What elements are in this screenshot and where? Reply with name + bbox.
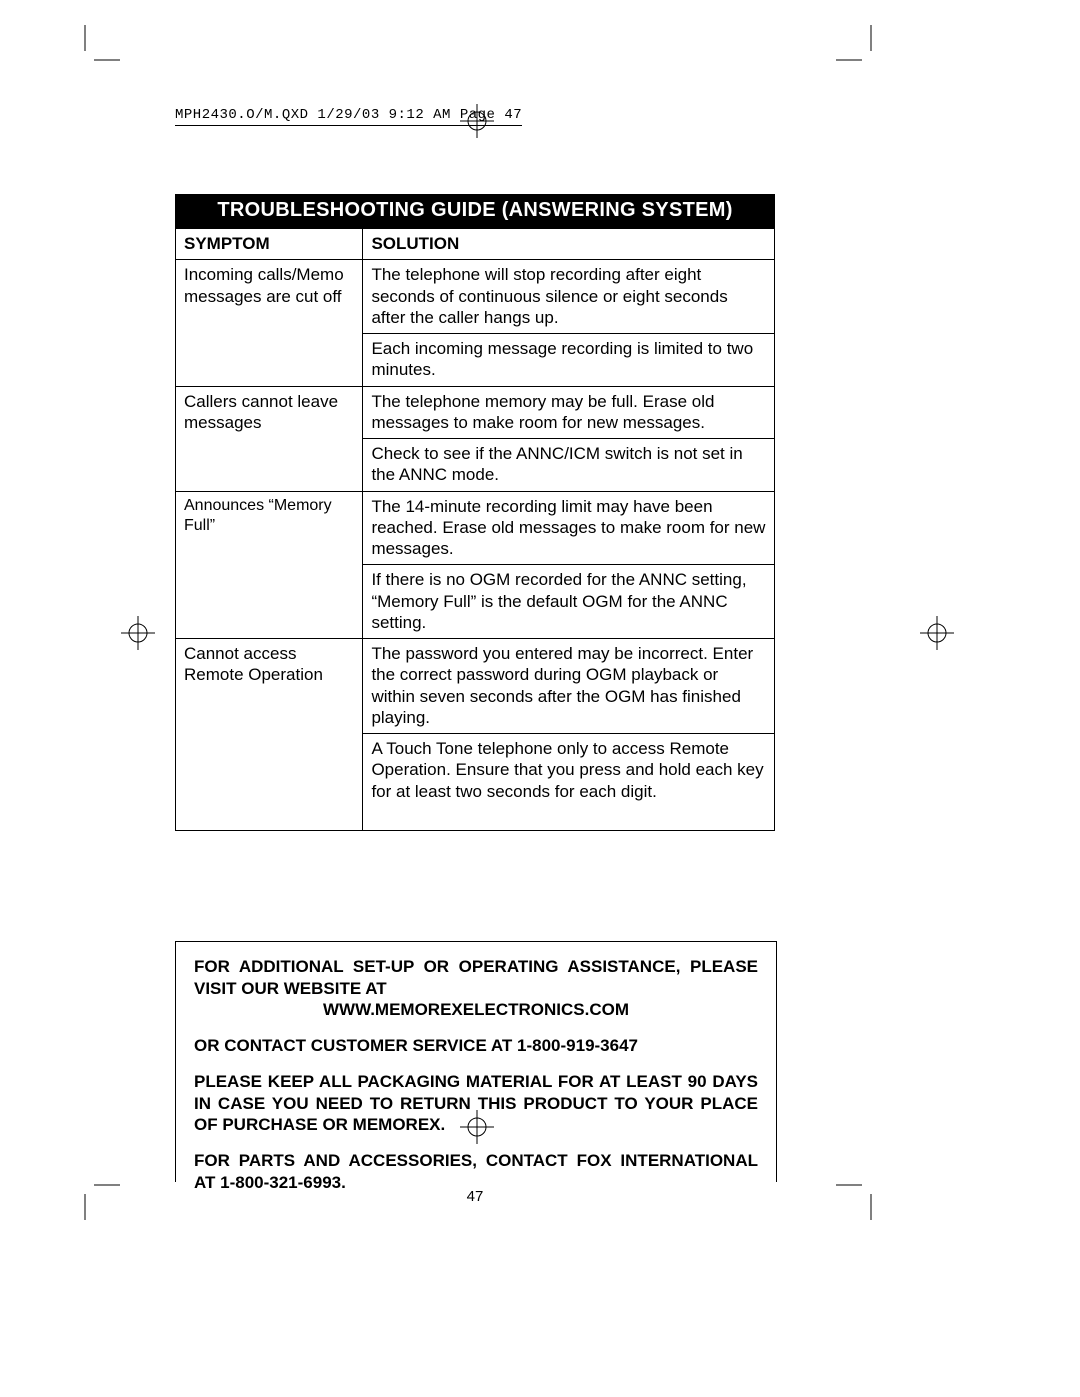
troubleshooting-table: SYMPTOM SOLUTION Incoming calls/Memo mes…	[175, 228, 775, 831]
table-row: Incoming calls/Memo messages are cut off…	[176, 260, 775, 334]
solution-cell: The telephone will stop recording after …	[363, 260, 775, 334]
solution-cell: If there is no OGM recorded for the ANNC…	[363, 565, 775, 639]
solution-cell: The password you entered may be incorrec…	[363, 639, 775, 734]
info-line: PLEASE KEEP ALL PACKAGING MATERIAL FOR A…	[194, 1071, 758, 1136]
solution-cell: Each incoming message recording is limit…	[363, 334, 775, 387]
table-header-row: SYMPTOM SOLUTION	[176, 229, 775, 260]
solution-cell: Check to see if the ANNC/ICM switch is n…	[363, 439, 775, 492]
page-content: MPH2430.O/M.QXD 1/29/03 9:12 AM Page 47 …	[175, 105, 775, 1205]
symptom-cell: Cannot access Remote Operation	[176, 639, 363, 831]
registration-mark-left	[121, 616, 155, 650]
header-solution: SOLUTION	[363, 229, 775, 260]
document-header: MPH2430.O/M.QXD 1/29/03 9:12 AM Page 47	[175, 107, 522, 126]
solution-cell: The telephone memory may be full. Erase …	[363, 386, 775, 439]
info-line: FOR ADDITIONAL SET-UP OR OPERATING ASSIS…	[194, 956, 758, 1000]
solution-cell: The 14-minute recording limit may have b…	[363, 491, 775, 565]
table-row: Announces “Memory Full” The 14-minute re…	[176, 491, 775, 565]
crop-mark-tl	[50, 25, 120, 95]
header-symptom: SYMPTOM	[176, 229, 363, 260]
symptom-cell: Callers cannot leave messages	[176, 386, 363, 491]
solution-cell: A Touch Tone telephone only to access Re…	[363, 734, 775, 831]
info-line: OR CONTACT CUSTOMER SERVICE AT 1-800-919…	[194, 1035, 758, 1057]
info-box: FOR ADDITIONAL SET-UP OR OPERATING ASSIS…	[175, 941, 777, 1182]
section-title: TROUBLESHOOTING GUIDE (ANSWERING SYSTEM)	[175, 194, 775, 228]
table-row: Callers cannot leave messages The teleph…	[176, 386, 775, 439]
info-website: WWW.MEMOREXELECTRONICS.COM	[194, 999, 758, 1021]
crop-mark-br	[836, 1150, 906, 1220]
table-row: Cannot access Remote Operation The passw…	[176, 639, 775, 734]
crop-mark-tr	[836, 25, 906, 95]
crop-mark-bl	[50, 1150, 120, 1220]
registration-mark-right	[920, 616, 954, 650]
symptom-cell: Incoming calls/Memo messages are cut off	[176, 260, 363, 386]
symptom-cell: Announces “Memory Full”	[176, 491, 363, 639]
